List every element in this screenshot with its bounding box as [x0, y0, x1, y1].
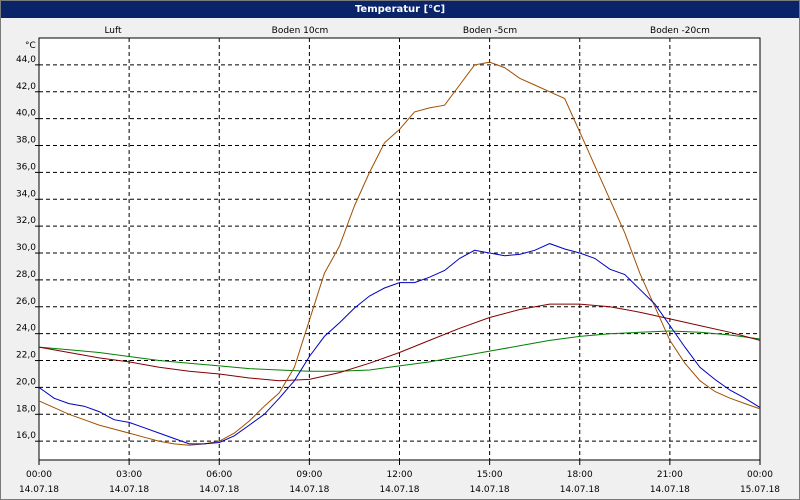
x-tick-date-label: 14.07.18	[470, 485, 510, 495]
y-tick-label: 16,0	[16, 431, 36, 441]
y-axis-label: °C	[25, 41, 36, 51]
series-lines	[38, 61, 761, 446]
y-tick-label: 26,0	[16, 297, 36, 307]
x-axis-ticks: 00:00 14.07.18 03:00 14.07.18 06:00 14.07.18 0…	[19, 460, 780, 495]
y-tick-label: 20,0	[16, 377, 36, 387]
y-tick-label: 28,0	[16, 270, 36, 280]
y-tick-label: 44,0	[16, 55, 36, 65]
y-tick-label: 34,0	[16, 189, 36, 199]
x-tick-date-label: 14.07.18	[109, 485, 149, 495]
x-tick-date-label: 15.07.18	[740, 485, 780, 495]
y-tick-label: 38,0	[16, 136, 36, 146]
x-tick-time-label: 18:00	[567, 470, 593, 480]
y-axis-ticks: 44,0 42,0 40,0 38,0 36,0 34,0 32,0 30,0 28,0 26,0…	[16, 55, 39, 442]
x-tick-date-label: 14.07.18	[560, 485, 600, 495]
grid-lines	[39, 38, 760, 460]
x-tick-time-label: 00:00	[26, 470, 52, 480]
x-tick-time-label: 12:00	[387, 470, 413, 480]
legend: Luft Boden 10cm Boden -5cm Boden -20cm	[104, 26, 710, 36]
y-tick-label: 30,0	[16, 243, 36, 253]
legend-entry: Luft	[104, 26, 122, 36]
x-tick-time-label: 15:00	[477, 470, 503, 480]
x-tick-time-label: 00:00	[747, 470, 773, 480]
series-line-boden-20cm	[38, 330, 761, 372]
y-tick-label: 42,0	[16, 82, 36, 92]
y-tick-label: 18,0	[16, 404, 36, 414]
series-line-boden-10cm	[38, 61, 761, 446]
x-tick-date-label: 14.07.18	[650, 485, 690, 495]
legend-entry: Boden -20cm	[650, 26, 710, 36]
x-tick-date-label: 14.07.18	[379, 485, 419, 495]
y-tick-label: 36,0	[16, 162, 36, 172]
x-tick-date-label: 14.07.18	[19, 485, 59, 495]
y-tick-label: 40,0	[16, 109, 36, 119]
x-tick-time-label: 21:00	[657, 470, 683, 480]
chart-title: Temperatur [°C]	[1, 1, 799, 18]
x-tick-date-label: 14.07.18	[199, 485, 239, 495]
legend-entry: Boden -5cm	[463, 26, 517, 36]
series-line-boden-5cm	[38, 303, 761, 382]
y-tick-label: 32,0	[16, 216, 36, 226]
x-tick-time-label: 06:00	[206, 470, 232, 480]
legend-entry: Boden 10cm	[272, 26, 329, 36]
y-tick-label: 22,0	[16, 351, 36, 361]
x-tick-date-label: 14.07.18	[289, 485, 329, 495]
x-tick-time-label: 09:00	[296, 470, 322, 480]
series-line-luft	[38, 243, 761, 445]
x-tick-time-label: 03:00	[116, 470, 142, 480]
y-tick-label: 24,0	[16, 324, 36, 334]
